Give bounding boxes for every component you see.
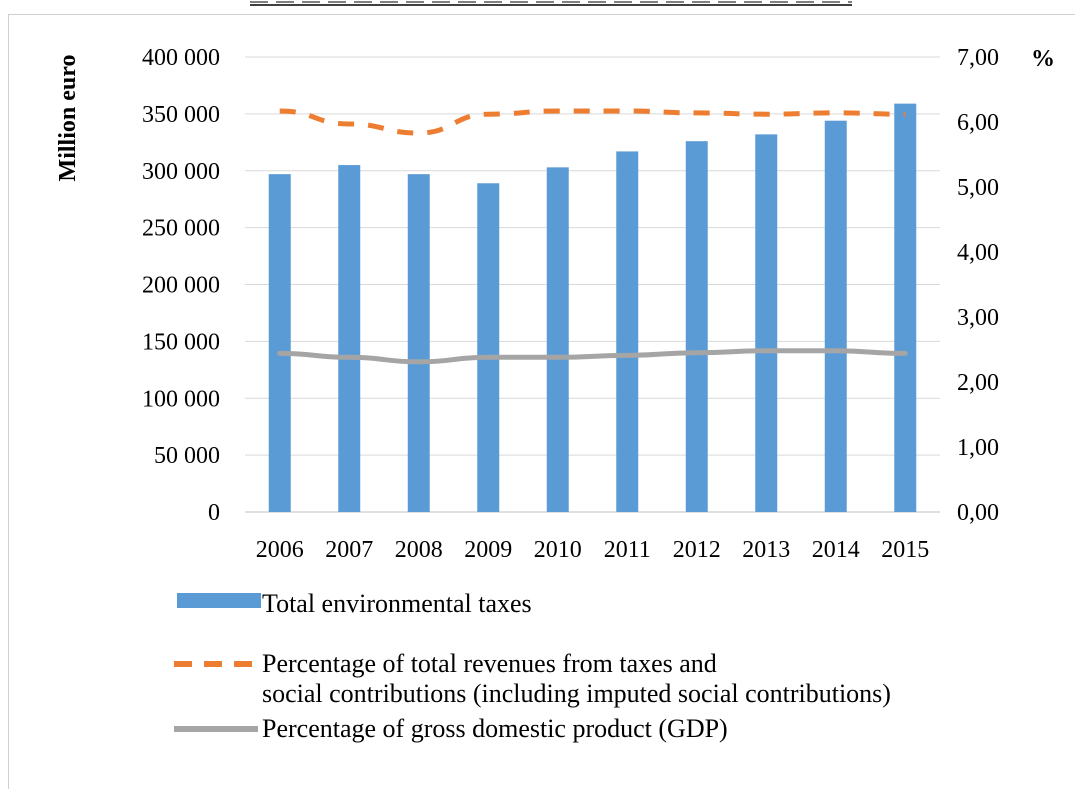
x-axis-ticks: 2006 2007 2008 2009 2010 2011 2012 2013 2014 2015 xyxy=(256,537,930,563)
lines-group xyxy=(277,108,908,365)
x-tick-label: 2011 xyxy=(604,537,651,563)
x-tick-label: 2012 xyxy=(673,537,721,563)
y2-tick-label: 5,00 xyxy=(957,175,999,201)
y-tick-label: 150 000 xyxy=(142,329,220,355)
y-tick-label: 250 000 xyxy=(142,216,220,242)
chart-frame xyxy=(8,14,1075,789)
bar-2009 xyxy=(477,183,500,512)
bar-2008 xyxy=(407,174,430,512)
y2-tick-label: 4,00 xyxy=(957,240,999,266)
bar-2012 xyxy=(685,141,708,513)
y-tick-label: 200 000 xyxy=(142,273,220,299)
bar-2014 xyxy=(824,120,847,512)
x-tick-label: 2010 xyxy=(534,537,582,563)
bar-2007 xyxy=(338,165,361,512)
x-tick-label: 2007 xyxy=(325,537,373,563)
bars-group xyxy=(268,103,917,513)
legend-label: Percentage of total revenues from taxes … xyxy=(262,649,891,708)
x-tick-label: 2014 xyxy=(812,537,860,563)
y2-tick-label: 3,00 xyxy=(957,305,999,331)
y2-tick-label: 2,00 xyxy=(957,370,999,396)
y2-tick-label: 6,00 xyxy=(957,110,999,136)
y-tick-label: 350 000 xyxy=(142,102,220,128)
x-tick-label: 2006 xyxy=(256,537,304,563)
y2-axis-label: % xyxy=(1031,46,1055,72)
legend: Total environmental taxes Percentage of t… xyxy=(174,589,891,743)
y-axis-label: Million euro xyxy=(55,55,81,182)
bar-2015 xyxy=(894,103,917,512)
right-axis-ticks: 0,00 1,00 2,00 3,00 4,00 5,00 6,00 7,00 xyxy=(957,45,999,526)
y-tick-label: 50 000 xyxy=(154,443,220,469)
y2-tick-label: 7,00 xyxy=(957,45,999,71)
left-axis-ticks: 0 50 000 100 000 150 000 200 000 250 000 300 0… xyxy=(142,45,220,526)
line-series-2 xyxy=(277,348,908,365)
legend-swatch-bar xyxy=(177,593,261,608)
line-series-1 xyxy=(279,108,906,136)
x-tick-label: 2013 xyxy=(742,537,790,563)
y-tick-label: 100 000 xyxy=(142,386,220,412)
legend-label: Total environmental taxes xyxy=(262,589,532,618)
bar-2011 xyxy=(616,151,639,512)
x-tick-label: 2009 xyxy=(464,537,512,563)
y-tick-label: 0 xyxy=(208,500,220,526)
legend-label: Percentage of gross domestic product (GD… xyxy=(262,714,728,743)
bar-2006 xyxy=(268,174,291,512)
y2-tick-label: 0,00 xyxy=(957,500,999,526)
x-tick-label: 2015 xyxy=(881,537,929,563)
bar-2010 xyxy=(546,167,569,512)
x-tick-label: 2008 xyxy=(395,537,443,563)
y2-tick-label: 1,00 xyxy=(957,435,999,461)
bar-2013 xyxy=(755,134,778,512)
y-tick-label: 300 000 xyxy=(142,159,220,185)
y-tick-label: 400 000 xyxy=(142,45,220,71)
